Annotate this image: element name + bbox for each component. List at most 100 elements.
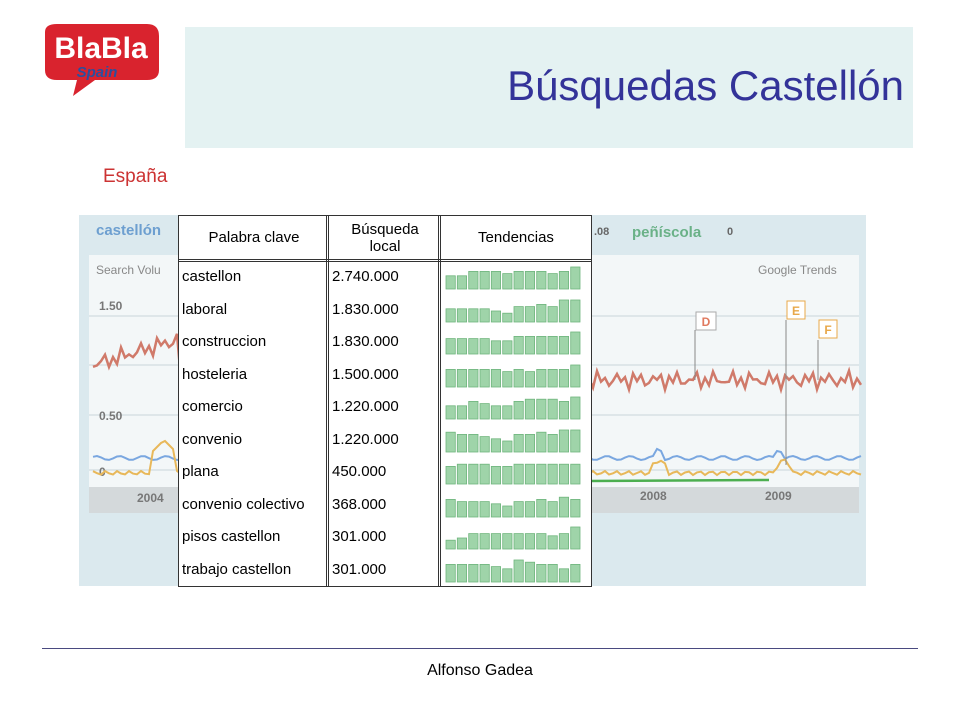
trend-bar — [502, 370, 513, 387]
trend-bar — [502, 533, 513, 550]
trend-bar — [456, 307, 468, 322]
trend-bar — [490, 340, 501, 355]
trend-bar — [513, 336, 524, 355]
trend-bar — [547, 305, 558, 322]
trend-sparkline — [445, 266, 581, 290]
title-box — [185, 27, 913, 148]
trend-bar — [479, 435, 490, 452]
trend-bar — [490, 502, 501, 517]
trend-bar — [558, 496, 570, 517]
logo-tag: Spain — [77, 64, 118, 81]
keyword: plana — [182, 463, 219, 480]
trend-bar — [536, 303, 547, 322]
trend-bar — [536, 431, 547, 452]
trend-bar — [502, 405, 513, 420]
trend-sparkline — [445, 396, 581, 420]
keyword: comercio — [182, 398, 243, 415]
trend-bar — [547, 500, 558, 517]
trend-bar — [513, 533, 524, 550]
legend-entry: peñíscola — [632, 224, 702, 241]
trend-bar — [445, 368, 456, 387]
x-tick-label: 2009 — [765, 489, 792, 503]
trend-bar — [456, 463, 468, 485]
trend-bar — [536, 271, 547, 290]
legend-entry: castellón — [96, 222, 161, 239]
trend-sparkline — [445, 526, 581, 550]
local-searches: 2.740.000 — [332, 268, 399, 285]
trend-bar — [479, 368, 490, 387]
trend-bar — [479, 563, 490, 582]
column-header: Palabra clave — [179, 216, 329, 262]
footer-rule — [42, 648, 918, 649]
trend-bar — [536, 563, 547, 582]
trend-bar — [513, 368, 524, 387]
y-tick-label: 1.50 — [99, 299, 123, 313]
logo: BlaBla Spain — [45, 24, 159, 96]
keyword: trabajo castellon — [182, 560, 292, 578]
legend-value: .08 — [594, 226, 609, 238]
trend-bar — [479, 307, 490, 322]
trend-bar — [479, 500, 490, 517]
trend-bar — [513, 559, 524, 582]
column-header: Tendencias — [441, 216, 591, 262]
trend-bar — [524, 305, 536, 322]
trend-bar — [547, 463, 558, 485]
trend-bar — [479, 463, 490, 485]
trend-bar — [558, 271, 570, 290]
trend-bar — [479, 533, 490, 550]
trend-bar — [445, 431, 456, 452]
local-searches: 450.000 — [332, 463, 387, 480]
trend-bar — [570, 429, 581, 452]
local-searches: 1.830.000 — [332, 300, 399, 318]
keyword: convenio colectivo — [182, 495, 305, 513]
trend-bar — [558, 299, 570, 322]
trend-sparkline — [445, 364, 581, 387]
column-divider — [326, 216, 329, 586]
x-tick-label: 2004 — [137, 491, 164, 505]
trend-sparkline — [445, 559, 581, 582]
trend-bar — [456, 368, 468, 387]
axis-label: Search Volu — [96, 263, 161, 277]
trend-bar — [502, 273, 513, 290]
trend-bar — [524, 500, 536, 517]
trend-bar — [536, 368, 547, 387]
trend-bar — [524, 336, 536, 355]
trend-bar — [558, 336, 570, 355]
trend-bar — [502, 340, 513, 355]
trend-bar — [513, 463, 524, 485]
marker — [786, 300, 806, 320]
trend-bar — [445, 405, 456, 420]
trend-bar — [479, 403, 490, 420]
trend-bar — [547, 535, 558, 550]
trend-bar — [536, 336, 547, 355]
keyword: castellon — [182, 268, 242, 285]
trend-bar — [468, 433, 479, 452]
trend-bar — [547, 336, 558, 355]
trend-bar — [524, 271, 536, 290]
trend-bar — [570, 266, 581, 290]
trend-bar — [524, 463, 536, 485]
trend-bar — [445, 275, 456, 290]
trend-bar — [570, 498, 581, 517]
trend-bar — [445, 466, 456, 485]
legend-value: 0 — [727, 226, 733, 238]
trend-bar — [547, 398, 558, 420]
trend-bar — [570, 331, 581, 355]
source: Google Trends — [758, 263, 837, 277]
column-header: Búsqueda local — [329, 216, 441, 262]
marker — [818, 319, 838, 339]
trend-bar — [524, 561, 536, 582]
trend-bar — [513, 271, 524, 290]
trend-bar — [445, 539, 456, 550]
trend-bar — [524, 370, 536, 387]
trend-bar — [456, 433, 468, 452]
column-divider — [438, 216, 441, 586]
keyword: construccion — [182, 333, 267, 350]
trend-sparkline — [445, 463, 581, 485]
trend-bar — [513, 500, 524, 517]
local-searches: 1.220.000 — [332, 430, 399, 448]
local-searches: 1.830.000 — [332, 333, 399, 350]
trend-bar — [536, 463, 547, 485]
trend-bar — [513, 401, 524, 420]
